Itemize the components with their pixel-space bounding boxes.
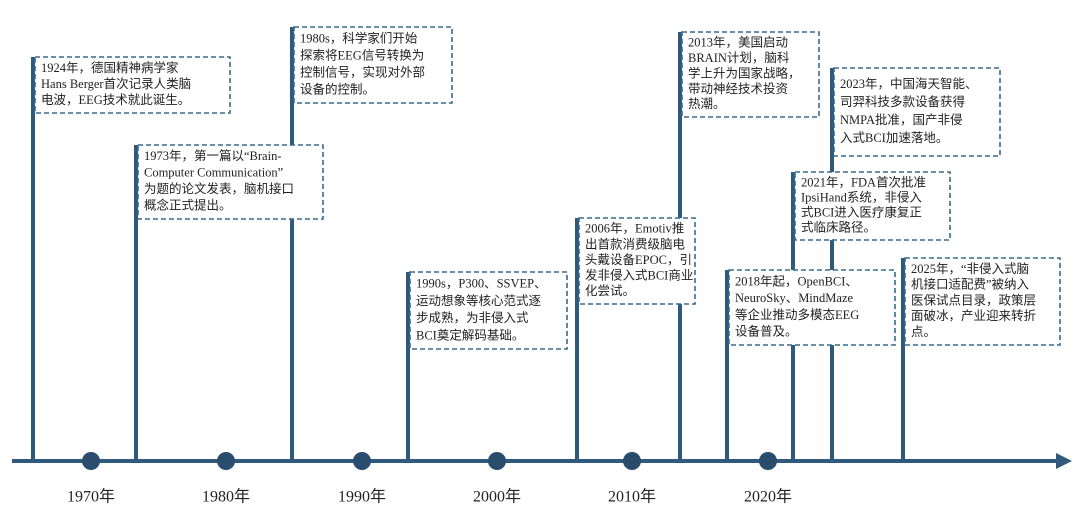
decade-dot (353, 452, 371, 470)
decade-label: 2020年 (744, 488, 792, 506)
event-text: 控制信号，实现对外部 (300, 64, 425, 79)
event-box (293, 26, 453, 104)
decade-label: 1980年 (202, 488, 250, 506)
event-text: 医保试点目录，政策层 (911, 292, 1036, 307)
event-text: 2018年起，OpenBCI、 (735, 274, 858, 288)
event-text: 入式BCI加速落地。 (840, 131, 948, 145)
decade-dot (82, 452, 100, 470)
event-text: 运动想象等核心范式逐 (416, 293, 542, 308)
event-text: NMPA批准，国产非侵 (840, 112, 962, 127)
axis-arrow (1056, 453, 1072, 469)
event-text: 热潮。 (688, 96, 726, 111)
decade-label: 2010年 (608, 488, 656, 506)
event-text: 2013年，美国启动 (688, 36, 788, 50)
decade-dot (623, 452, 641, 470)
event-text: BRAIN计划，脑科 (688, 51, 790, 65)
event-text: BCI奠定解码基础。 (416, 327, 524, 342)
decade-dot (488, 452, 506, 470)
decade-label: 1970年 (67, 488, 115, 506)
event-text: 概念正式提出。 (144, 198, 232, 213)
event-text: 面破冰，产业迎来转折 (911, 308, 1036, 323)
event-box (794, 171, 951, 241)
event-box (728, 269, 896, 346)
event-text: 点。 (911, 325, 936, 339)
event-text: 2025年，“非侵入式脑 (911, 261, 1029, 276)
event-text: 设备的控制。 (300, 81, 375, 96)
event-text: 2021年，FDA首次批准 (801, 174, 926, 189)
event-text: 为题的论文发表，脑机接口 (144, 181, 294, 196)
event-text: 1973年，第一篇以“Brain- (144, 148, 281, 163)
decade-label: 2000年 (473, 488, 521, 506)
event-box (578, 217, 696, 305)
event-text: Computer Communication” (144, 166, 283, 180)
event-text: 机接口适配费”被纳入 (911, 277, 1030, 292)
event-text: 司羿科技多款设备获得 (840, 94, 965, 109)
event-text: 设备普及。 (735, 324, 798, 339)
event-text: 2006年，Emotiv推 (585, 222, 684, 236)
event-text: 学上升为国家战略， (688, 65, 801, 80)
event-text: 探索将EEG信号转换为 (300, 47, 424, 62)
decade-dot (217, 452, 235, 470)
event-text: 步成熟，为非侵入式 (416, 310, 529, 325)
event-text: 式临床路径。 (801, 219, 876, 234)
event-text: 化尝试。 (585, 283, 635, 298)
event-text: 1990s，P300、SSVEP、 (416, 277, 547, 291)
event-text: 头戴设备EPOC，引 (585, 252, 692, 267)
event-text: 2023年，中国海天智能、 (840, 76, 978, 91)
event-text: 式BCI进入医疗康复正 (801, 204, 922, 219)
event-text: 等企业推动多模态EEG (735, 307, 859, 322)
event-text: 电波，EEG技术就此诞生。 (41, 92, 190, 107)
event-text: 出首款消费级脑电 (585, 237, 686, 251)
event-box (34, 56, 231, 114)
event-text: 发非侵入式BCI商业 (585, 267, 693, 282)
event-box (833, 67, 1001, 157)
event-box (904, 257, 1061, 346)
event-text: IpsiHand系统，非侵入 (801, 189, 922, 204)
event-text: 带动神经技术投资 (688, 81, 788, 96)
event-box (409, 271, 568, 350)
event-text: NeuroSky、MindMaze (735, 291, 853, 305)
event-text: 1980s，科学家们开始 (300, 30, 418, 45)
event-text: 1924年，德国精神病学家 (41, 60, 179, 75)
event-text: Hans Berger首次记录人类脑 (41, 77, 191, 91)
event-box (681, 31, 820, 118)
decade-dot (759, 452, 777, 470)
event-box (137, 144, 324, 220)
decade-label: 1990年 (338, 488, 386, 506)
